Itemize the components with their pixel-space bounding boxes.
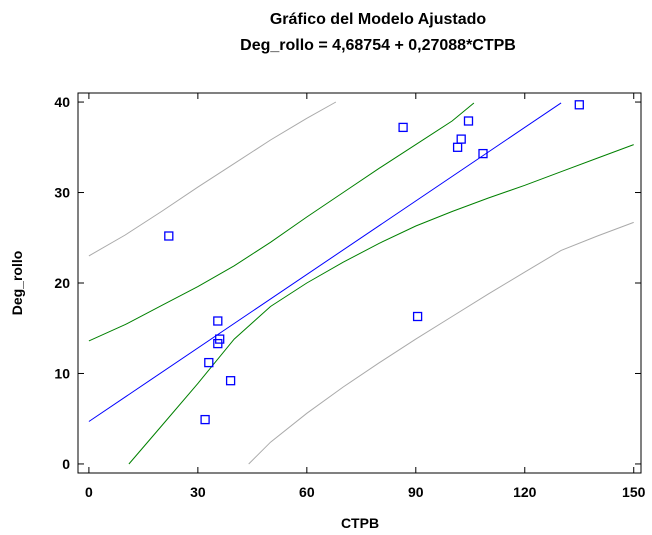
x-tick-label: 120 (513, 484, 537, 500)
x-axis-label: CTPB (341, 515, 379, 531)
x-tick-label: 150 (622, 484, 646, 500)
y-tick-label: 40 (54, 94, 70, 110)
y-axis-label: Deg_rollo (9, 251, 25, 316)
y-tick-label: 30 (54, 185, 70, 201)
x-tick-label: 0 (85, 484, 93, 500)
data-point (200, 414, 210, 425)
x-axis: 0 30 60 90 120 150 (85, 93, 646, 500)
plot-frame (77, 92, 642, 474)
x-tick-label: 60 (299, 484, 315, 500)
y-axis: 0 10 20 30 40 (54, 94, 641, 472)
y-tick-label: 0 (62, 456, 70, 472)
points-layer (164, 100, 584, 425)
confidence-lower-band (128, 144, 634, 465)
y-tick-label: 20 (54, 275, 70, 291)
data-point (204, 357, 214, 368)
confidence-upper-band (88, 102, 475, 342)
data-point (412, 311, 423, 322)
curve-layer (88, 101, 634, 465)
data-point (463, 116, 474, 126)
data-point (452, 142, 463, 152)
y-tick-label: 10 (54, 365, 70, 381)
data-point (213, 316, 223, 326)
data-point (398, 122, 408, 133)
data-point (215, 334, 225, 344)
data-point (164, 231, 174, 241)
x-tick-label: 30 (190, 484, 206, 500)
chart-subtitle: Deg_rollo = 4,68754 + 0,27088*CTPB (240, 37, 516, 54)
x-tick-label: 90 (408, 484, 424, 500)
fitted-line (88, 102, 562, 422)
data-point (456, 134, 466, 144)
prediction-upper-band (88, 101, 337, 257)
data-point (574, 100, 584, 110)
data-point (225, 376, 236, 386)
data-point (478, 148, 488, 159)
chart-title: Gráfico del Modelo Ajustado (270, 11, 487, 28)
prediction-lower-band (248, 221, 634, 465)
